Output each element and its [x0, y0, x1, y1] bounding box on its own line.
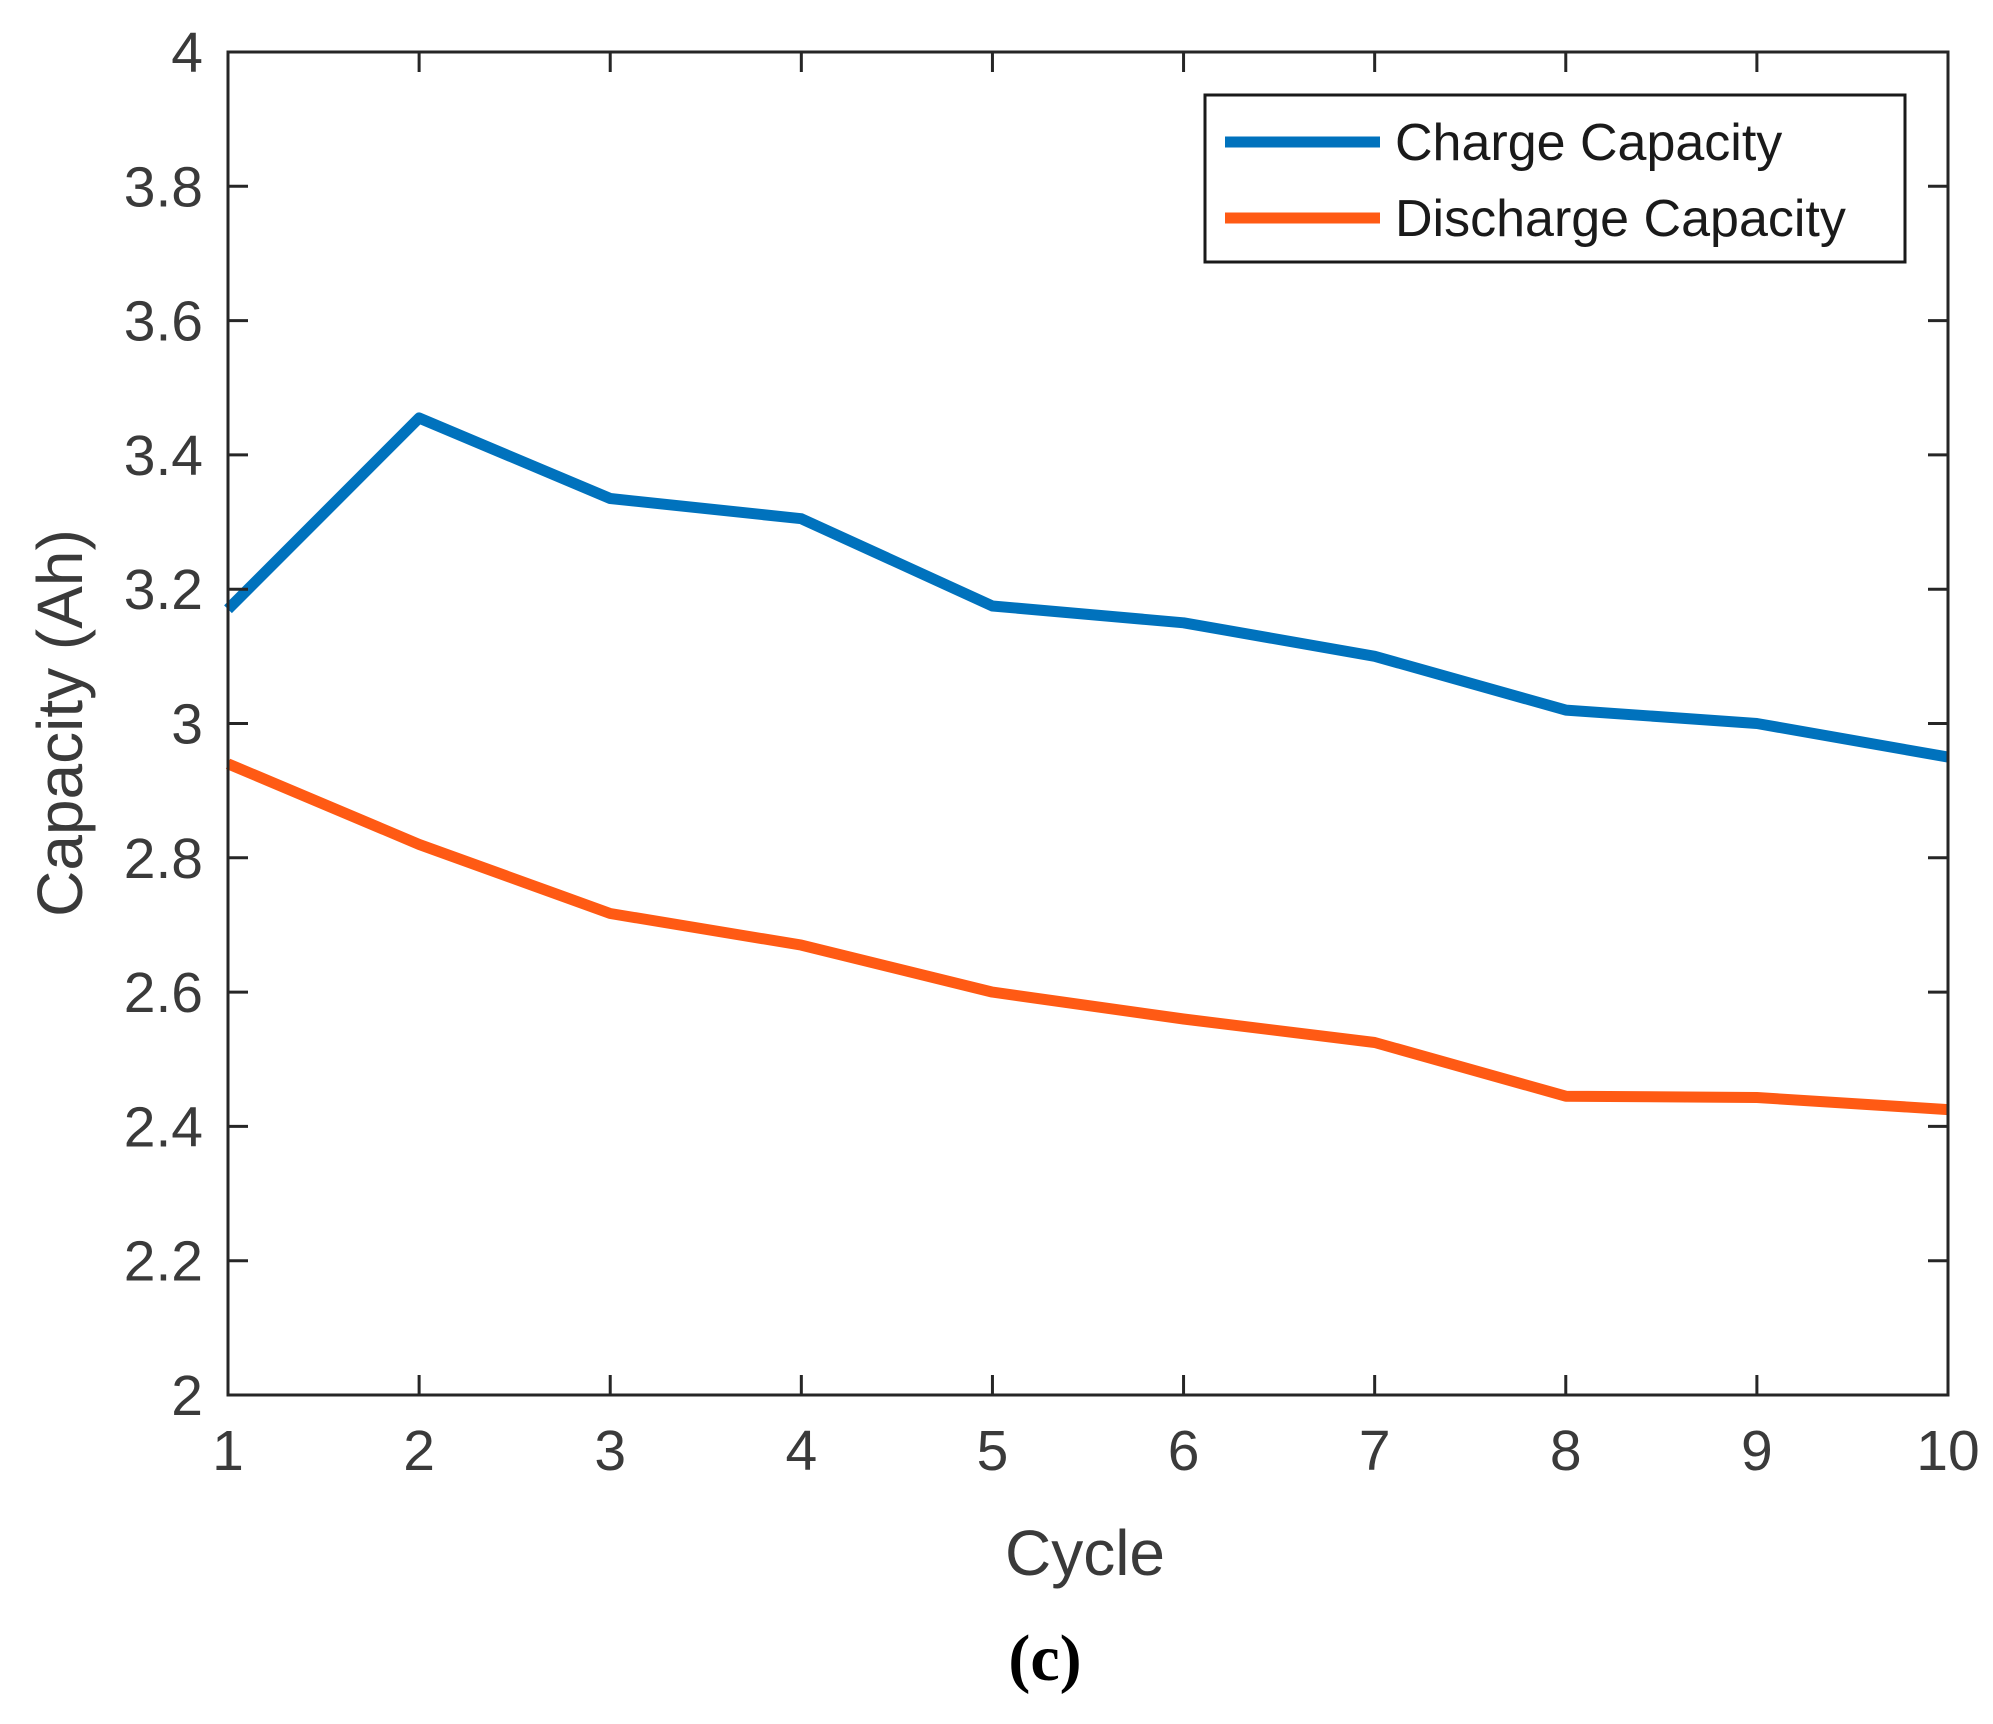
x-tick-label: 9 [1741, 1419, 1773, 1483]
y-tick-label: 4 [171, 21, 203, 85]
x-tick-label: 1 [212, 1419, 244, 1483]
y-tick-label: 2.4 [124, 1095, 203, 1159]
y-tick-label: 3.4 [124, 424, 203, 488]
series-layer [224, 412, 1949, 1116]
y-tick-label: 3 [171, 693, 203, 757]
series-line-charge-capacity [224, 412, 1949, 763]
x-tick-label: 6 [1168, 1419, 1200, 1483]
plot-area-layer [228, 52, 1948, 1395]
x-tick-label: 4 [785, 1419, 817, 1483]
figure-caption: (c) [1008, 1622, 1081, 1695]
x-tick-label: 8 [1550, 1419, 1582, 1483]
x-tick-label: 2 [403, 1419, 435, 1483]
y-axis-title: Capacity (Ah) [24, 529, 96, 917]
legend-box [1203, 93, 1907, 264]
y-tick-label: 3.8 [124, 155, 203, 219]
series-line-discharge-capacity [225, 758, 1949, 1116]
x-tick-label: 5 [977, 1419, 1009, 1483]
legend-label-discharge-capacity: Discharge Capacity [1395, 190, 1846, 248]
legend-label-charge-capacity: Charge Capacity [1395, 114, 1782, 172]
x-axis-title: Cycle [1005, 1517, 1165, 1589]
y-tick-label: 3.6 [124, 290, 203, 354]
y-tick-label: 2 [171, 1364, 203, 1428]
x-tick-label: 10 [1916, 1419, 1979, 1483]
x-tick-label: 7 [1359, 1419, 1391, 1483]
x-tick-label: 3 [594, 1419, 626, 1483]
legend: Charge Capacity Discharge Capacity [1203, 93, 1907, 264]
y-tick-label: 2.2 [124, 1230, 203, 1294]
y-tick-label: 2.8 [124, 827, 203, 891]
plot-background [228, 52, 1948, 1395]
y-tick-label: 3.2 [124, 558, 203, 622]
y-tick-label: 2.6 [124, 961, 203, 1025]
